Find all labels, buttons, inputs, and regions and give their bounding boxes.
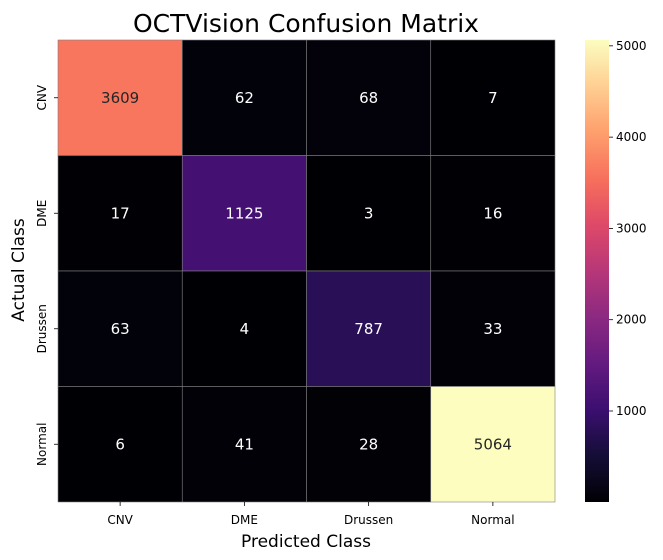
x-tick-label: CNV <box>107 513 133 527</box>
colorbar: 1000 2000 3000 4000 5000 <box>585 39 647 502</box>
heatmap-cell <box>430 155 556 272</box>
cell-value-label: 6 <box>115 435 125 453</box>
heatmap-cell <box>181 155 307 272</box>
cell-value-label: 16 <box>483 204 502 222</box>
colorbar-gradient <box>585 40 609 502</box>
heatmap-cell <box>181 39 307 156</box>
cell-value-label: 41 <box>235 435 254 453</box>
x-tick-labels: CNV DME Drussen Normal <box>107 502 515 527</box>
heatmap-cell <box>181 386 307 503</box>
cell-value-label: 1125 <box>225 204 263 222</box>
cell-value-label: 17 <box>111 204 130 222</box>
y-axis-label: Actual Class <box>9 218 29 322</box>
colorbar-tick-label: 2000 <box>616 313 647 327</box>
x-axis-label: Predicted Class <box>241 532 371 552</box>
x-tick-label: Drussen <box>344 513 393 527</box>
heatmap-cell <box>430 270 556 387</box>
y-tick-label: Normal <box>35 423 49 466</box>
heatmap-cell <box>306 39 432 156</box>
y-tick-label: CNV <box>35 84 49 110</box>
heatmap-cell <box>57 386 183 503</box>
cell-value-label: 33 <box>483 320 502 338</box>
cell-value-label: 28 <box>359 435 378 453</box>
cell-value-label: 3 <box>364 204 374 222</box>
y-tick-label: DME <box>35 200 49 227</box>
x-tick-label: DME <box>231 513 258 527</box>
y-tick-label: Drussen <box>35 304 49 353</box>
colorbar-tick-label: 1000 <box>616 404 647 418</box>
cell-value-label: 3609 <box>101 89 139 107</box>
y-tick-labels: CNV DME Drussen Normal <box>35 84 58 466</box>
colorbar-tick-label: 3000 <box>616 221 647 235</box>
heatmap-cell <box>57 155 183 272</box>
cell-value-label: 787 <box>354 320 383 338</box>
heatmap-cell <box>306 155 432 272</box>
heatmap-cell <box>181 270 307 387</box>
cell-value-label: 62 <box>235 89 254 107</box>
heatmap-cell <box>430 386 556 503</box>
colorbar-tick-label: 5000 <box>616 39 647 53</box>
heatmap-cells: 3609 62 68 7 17 1125 3 16 63 4 787 33 6 41 28 5064 <box>57 39 556 503</box>
cell-value-label: 68 <box>359 89 378 107</box>
cell-value-label: 4 <box>240 320 250 338</box>
heatmap-cell <box>306 386 432 503</box>
x-tick-label: Normal <box>471 513 514 527</box>
colorbar-tick-label: 4000 <box>616 130 647 144</box>
cell-value-label: 5064 <box>474 435 512 453</box>
heatmap-cell <box>430 39 556 156</box>
cell-value-label: 7 <box>488 89 498 107</box>
cell-value-label: 63 <box>111 320 130 338</box>
chart-title: OCTVision Confusion Matrix <box>133 9 479 38</box>
heatmap-cell <box>57 39 183 156</box>
